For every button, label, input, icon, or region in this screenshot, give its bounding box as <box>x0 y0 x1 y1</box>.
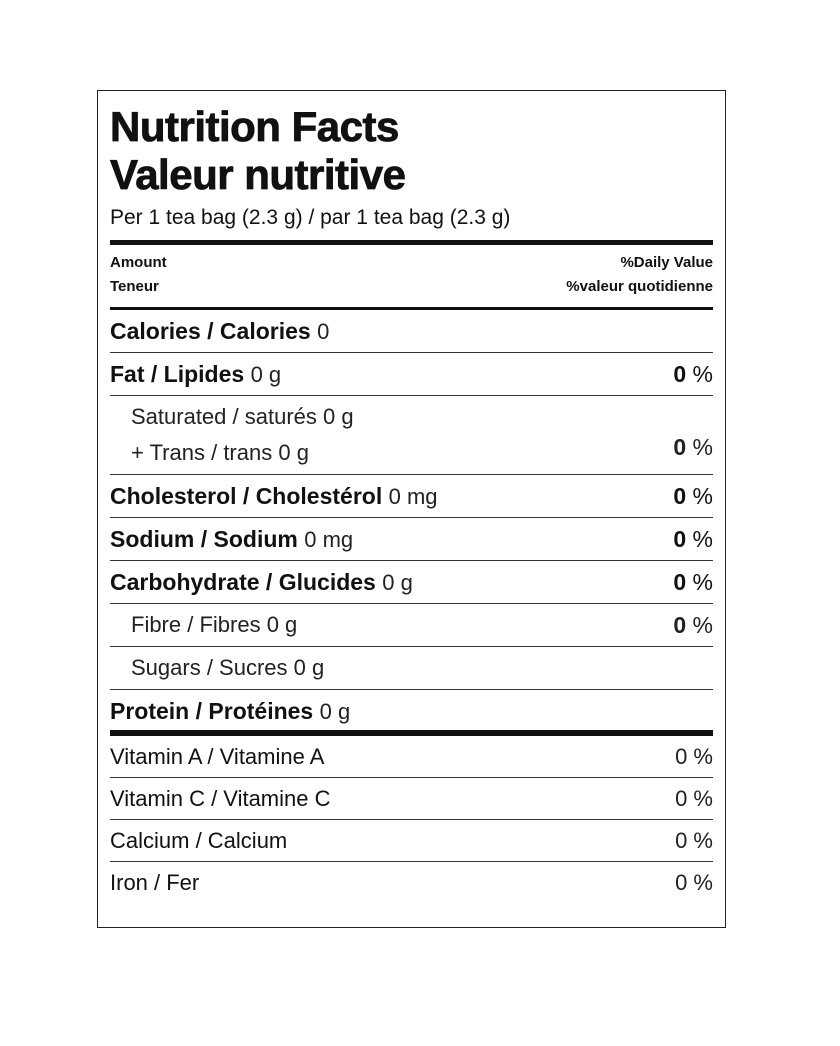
dv-number: 0 <box>673 483 687 509</box>
nutrient-label: Sugars / Sucres 0 g <box>131 655 325 680</box>
protein-row: Protein / Protéines 0 g <box>110 690 713 736</box>
vitamin-label: Calcium / Calcium <box>110 828 288 853</box>
nutrient-amount: 0 mg <box>304 527 354 552</box>
dv-unit: % <box>692 526 713 552</box>
daily-value: 0 % <box>675 870 713 895</box>
daily-value: 0 % <box>675 828 713 853</box>
column-header: Amount Teneur %Daily Value %valeur quoti… <box>110 245 713 310</box>
nutrient-label: Fibre / Fibres 0 g <box>131 612 298 637</box>
nutrition-label: Nutrition Facts Valeur nutritive Per 1 t… <box>97 90 726 928</box>
amount-fr: Teneur <box>110 278 159 295</box>
daily-value: 0 % <box>675 744 713 769</box>
title-en: Nutrition Facts <box>110 103 400 151</box>
dv-unit: % <box>692 361 713 387</box>
daily-value: 0 % <box>675 786 713 811</box>
nutrient-amount: 0 g <box>250 362 282 387</box>
dv-unit: % <box>692 483 713 509</box>
nutrient-label: Protein / Protéines <box>110 698 314 724</box>
nutrient-label: Sodium / Sodium <box>110 526 298 552</box>
dv-number: 0 <box>673 361 687 387</box>
dv-number: 0 <box>673 434 687 460</box>
dv-number: 0 <box>673 526 687 552</box>
carbohydrate-row: Carbohydrate / Glucides 0 g 0 % <box>110 561 713 604</box>
title-fr: Valeur nutritive <box>110 151 407 199</box>
sugars-row: Sugars / Sucres 0 g <box>110 647 713 690</box>
amount-en: Amount <box>110 254 167 271</box>
nutrient-label: Fat / Lipides <box>110 361 245 387</box>
vitamin-label: Vitamin C / Vitamine C <box>110 786 331 811</box>
vitamin-row: Iron / Fer 0 % <box>110 862 713 903</box>
serving-size: Per 1 tea bag (2.3 g) / par 1 tea bag (2… <box>110 203 713 245</box>
vitamin-row: Vitamin C / Vitamine C 0 % <box>110 778 713 820</box>
fat-row: Fat / Lipides 0 g 0 % <box>110 353 713 396</box>
nutrient-label: Calories / Calories <box>110 318 311 344</box>
nutrient-amount: 0 <box>317 319 330 344</box>
vitamin-row: Vitamin A / Vitamine A 0 % <box>110 736 713 778</box>
vitamin-label: Iron / Fer <box>110 870 200 895</box>
sodium-row: Sodium / Sodium 0 mg 0 % <box>110 518 713 561</box>
saturated-label: Saturated / saturés 0 g <box>131 404 354 429</box>
dv-fr: %valeur quotidienne <box>566 278 713 295</box>
calories-row: Calories / Calories 0 <box>110 310 713 353</box>
daily-value: 0 % <box>673 561 713 603</box>
daily-value: 0 % <box>673 426 713 468</box>
daily-value: 0 % <box>673 604 713 646</box>
dv-unit: % <box>692 434 713 460</box>
nutrient-amount: 0 g <box>382 570 413 595</box>
nutrient-amount: 0 g <box>319 699 351 724</box>
nutrient-label: Cholesterol / Cholestérol <box>110 483 383 509</box>
daily-value: 0 % <box>673 475 713 517</box>
dv-en: %Daily Value <box>620 254 713 271</box>
fibre-row: Fibre / Fibres 0 g 0 % <box>110 604 713 647</box>
daily-value: 0 % <box>673 353 713 395</box>
vitamin-label: Vitamin A / Vitamine A <box>110 744 325 769</box>
trans-label: + Trans / trans 0 g <box>131 440 309 465</box>
dv-number: 0 <box>673 569 687 595</box>
dv-unit: % <box>692 569 713 595</box>
cholesterol-row: Cholesterol / Cholestérol 0 mg 0 % <box>110 475 713 518</box>
dv-unit: % <box>692 612 713 638</box>
saturated-trans-row: Saturated / saturés 0 g + Trans / trans … <box>110 396 713 475</box>
dv-number: 0 <box>673 612 687 638</box>
daily-value: 0 % <box>673 518 713 560</box>
nutrient-amount: 0 mg <box>388 484 438 509</box>
vitamin-row: Calcium / Calcium 0 % <box>110 820 713 862</box>
nutrient-label: Carbohydrate / Glucides <box>110 569 376 595</box>
